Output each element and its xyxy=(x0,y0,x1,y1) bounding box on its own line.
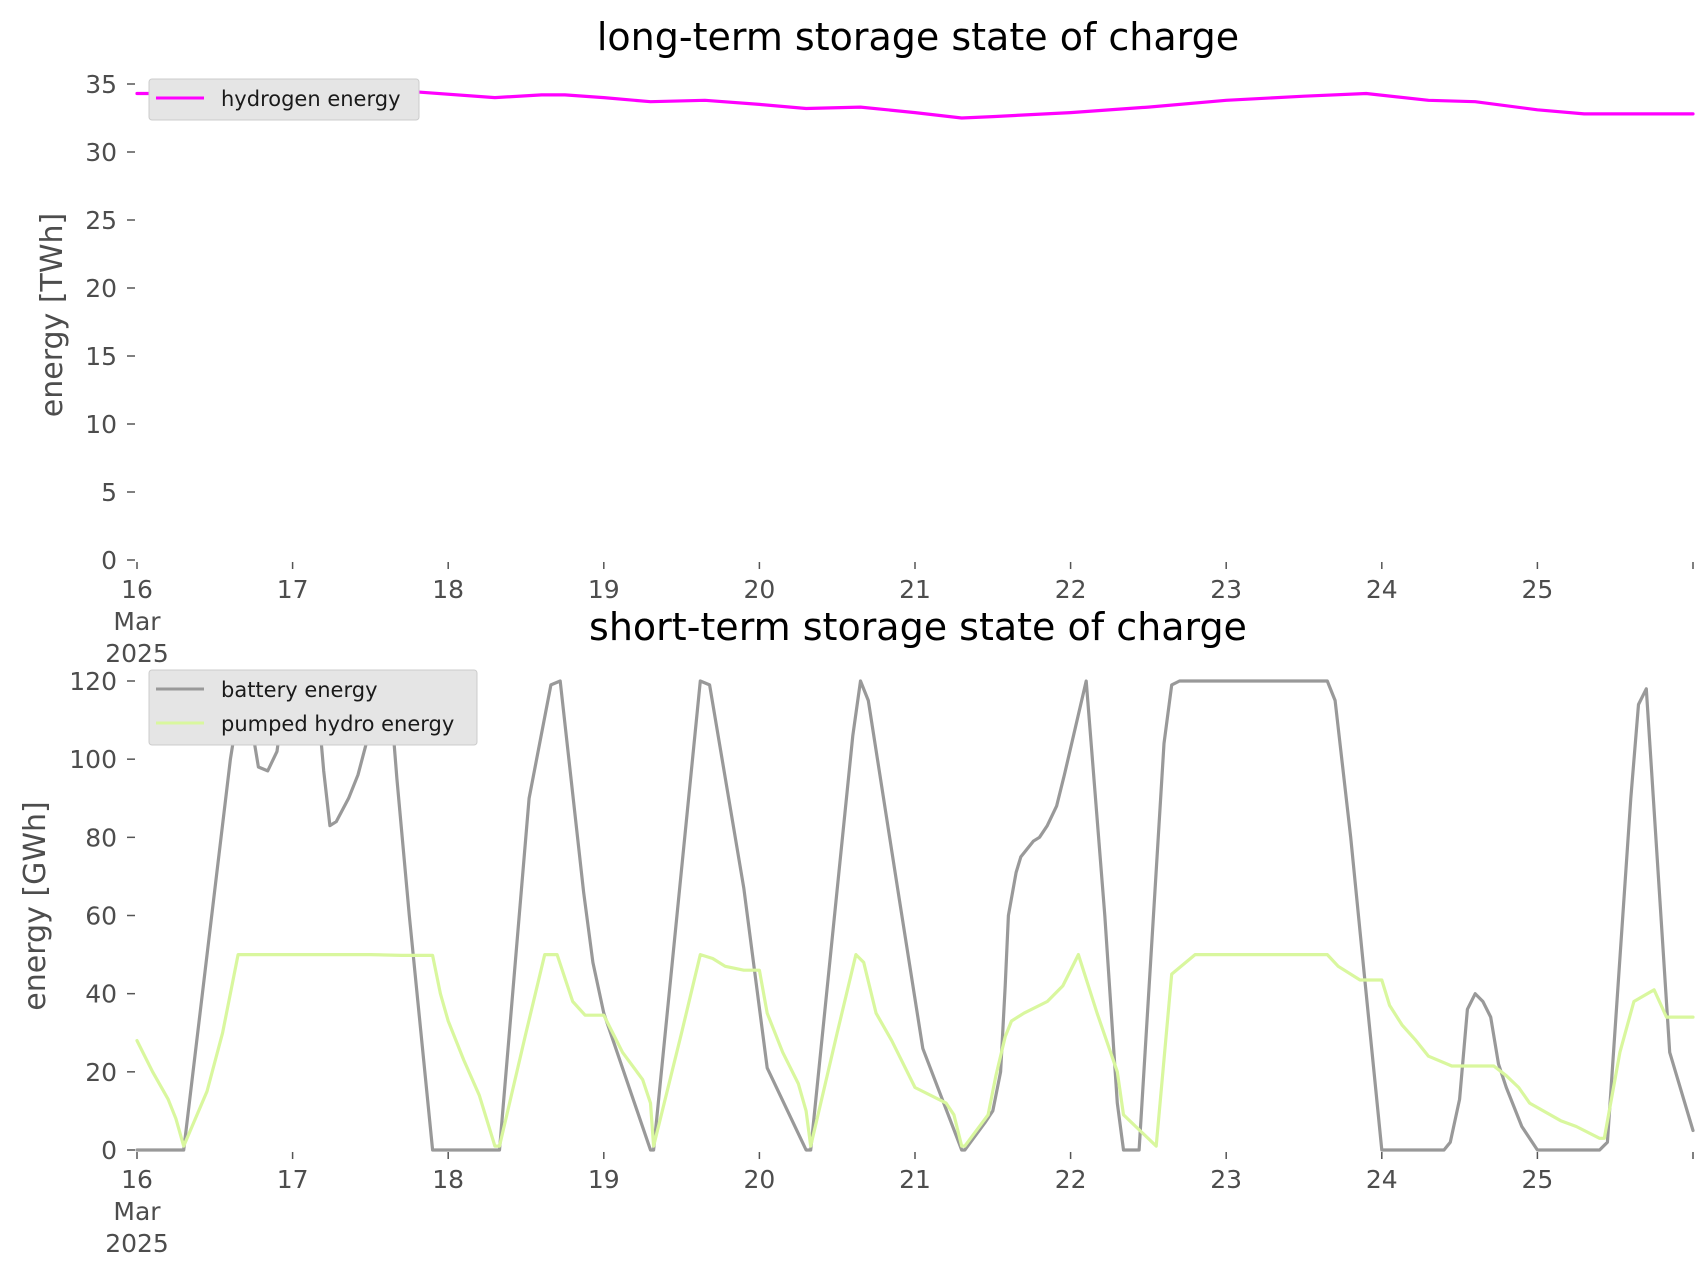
x-tick-label: Mar xyxy=(113,607,161,636)
series-line-battery-energy xyxy=(135,679,1695,1152)
y-tick-label: 20 xyxy=(85,274,117,303)
y-tick-label: 100 xyxy=(69,745,117,774)
x-tick-label: 22 xyxy=(1055,575,1087,604)
x-tick-label: 16 xyxy=(121,575,153,604)
x-tick-label: 23 xyxy=(1210,575,1242,604)
y-tick-label: 20 xyxy=(85,1058,117,1087)
x-tick-label: 23 xyxy=(1210,1165,1242,1194)
plot-area-bottom xyxy=(135,679,1695,1152)
legend-bottom: battery energy pumped hydro energy xyxy=(148,669,478,746)
chart-title-long-term: long-term storage state of charge xyxy=(597,15,1239,59)
y-tick-label: 60 xyxy=(85,902,117,931)
y-tick-label: 80 xyxy=(85,823,117,852)
y-tick-label: 30 xyxy=(85,138,117,167)
x-tick-label: 18 xyxy=(432,1165,464,1194)
short-term-storage-panel: short-term storage state of charge energ… xyxy=(18,605,1695,1258)
x-tick-label: 2025 xyxy=(105,639,169,668)
legend-label-hydrogen: hydrogen energy xyxy=(221,87,401,111)
x-tick-label: 16 xyxy=(121,1165,153,1194)
x-tick-label: 24 xyxy=(1366,575,1398,604)
x-tick-label: 22 xyxy=(1055,1165,1087,1194)
x-axis-ticks-top: 16 Mar 2025 17 18 19 20 21 22 23 24 25 xyxy=(105,562,1694,668)
y-axis-label-top: energy [TWh] xyxy=(35,213,70,417)
x-axis-ticks-bottom: 16 Mar 2025 17 18 19 20 21 22 23 24 25 xyxy=(105,1152,1694,1258)
y-tick-label: 5 xyxy=(101,478,117,507)
chart-title-short-term: short-term storage state of charge xyxy=(589,605,1247,649)
y-tick-label: 15 xyxy=(85,342,117,371)
legend-top: hydrogen energy xyxy=(148,78,420,121)
legend-label-battery: battery energy xyxy=(221,678,378,702)
y-tick-label: 35 xyxy=(85,70,117,99)
y-axis-label-bottom: energy [GWh] xyxy=(18,801,53,1010)
y-tick-label: 0 xyxy=(101,546,117,575)
x-tick-label: 21 xyxy=(899,1165,931,1194)
x-tick-label: 21 xyxy=(899,575,931,604)
x-tick-label: 18 xyxy=(432,575,464,604)
x-tick-label: 17 xyxy=(277,575,309,604)
y-axis-ticks-top: 0 5 10 15 20 25 30 35 xyxy=(85,70,135,575)
y-tick-label: 40 xyxy=(85,980,117,1009)
x-tick-label: 19 xyxy=(588,1165,620,1194)
x-tick-label: 20 xyxy=(743,1165,775,1194)
y-tick-label: 0 xyxy=(101,1136,117,1165)
x-tick-label: 24 xyxy=(1366,1165,1398,1194)
y-tick-label: 10 xyxy=(85,410,117,439)
x-tick-label: Mar xyxy=(113,1197,161,1226)
legend-box-bottom xyxy=(148,669,478,746)
series-line-hydrogen-energy xyxy=(135,89,1695,120)
y-axis-ticks-bottom: 0 20 40 60 80 100 120 xyxy=(69,667,135,1165)
y-tick-label: 120 xyxy=(69,667,117,696)
legend-label-pumped-hydro: pumped hydro energy xyxy=(221,712,454,736)
x-tick-label: 17 xyxy=(277,1165,309,1194)
long-term-storage-panel: long-term storage state of charge energy… xyxy=(35,15,1695,668)
plot-area-top xyxy=(135,89,1695,120)
y-tick-label: 25 xyxy=(85,206,117,235)
legend-box-top xyxy=(148,78,420,121)
x-tick-label: 25 xyxy=(1521,575,1553,604)
x-tick-label: 2025 xyxy=(105,1229,169,1258)
x-tick-label: 19 xyxy=(588,575,620,604)
x-tick-label: 25 xyxy=(1521,1165,1553,1194)
series-line-pumped-hydro-energy xyxy=(135,952,1695,1148)
x-tick-label: 20 xyxy=(743,575,775,604)
